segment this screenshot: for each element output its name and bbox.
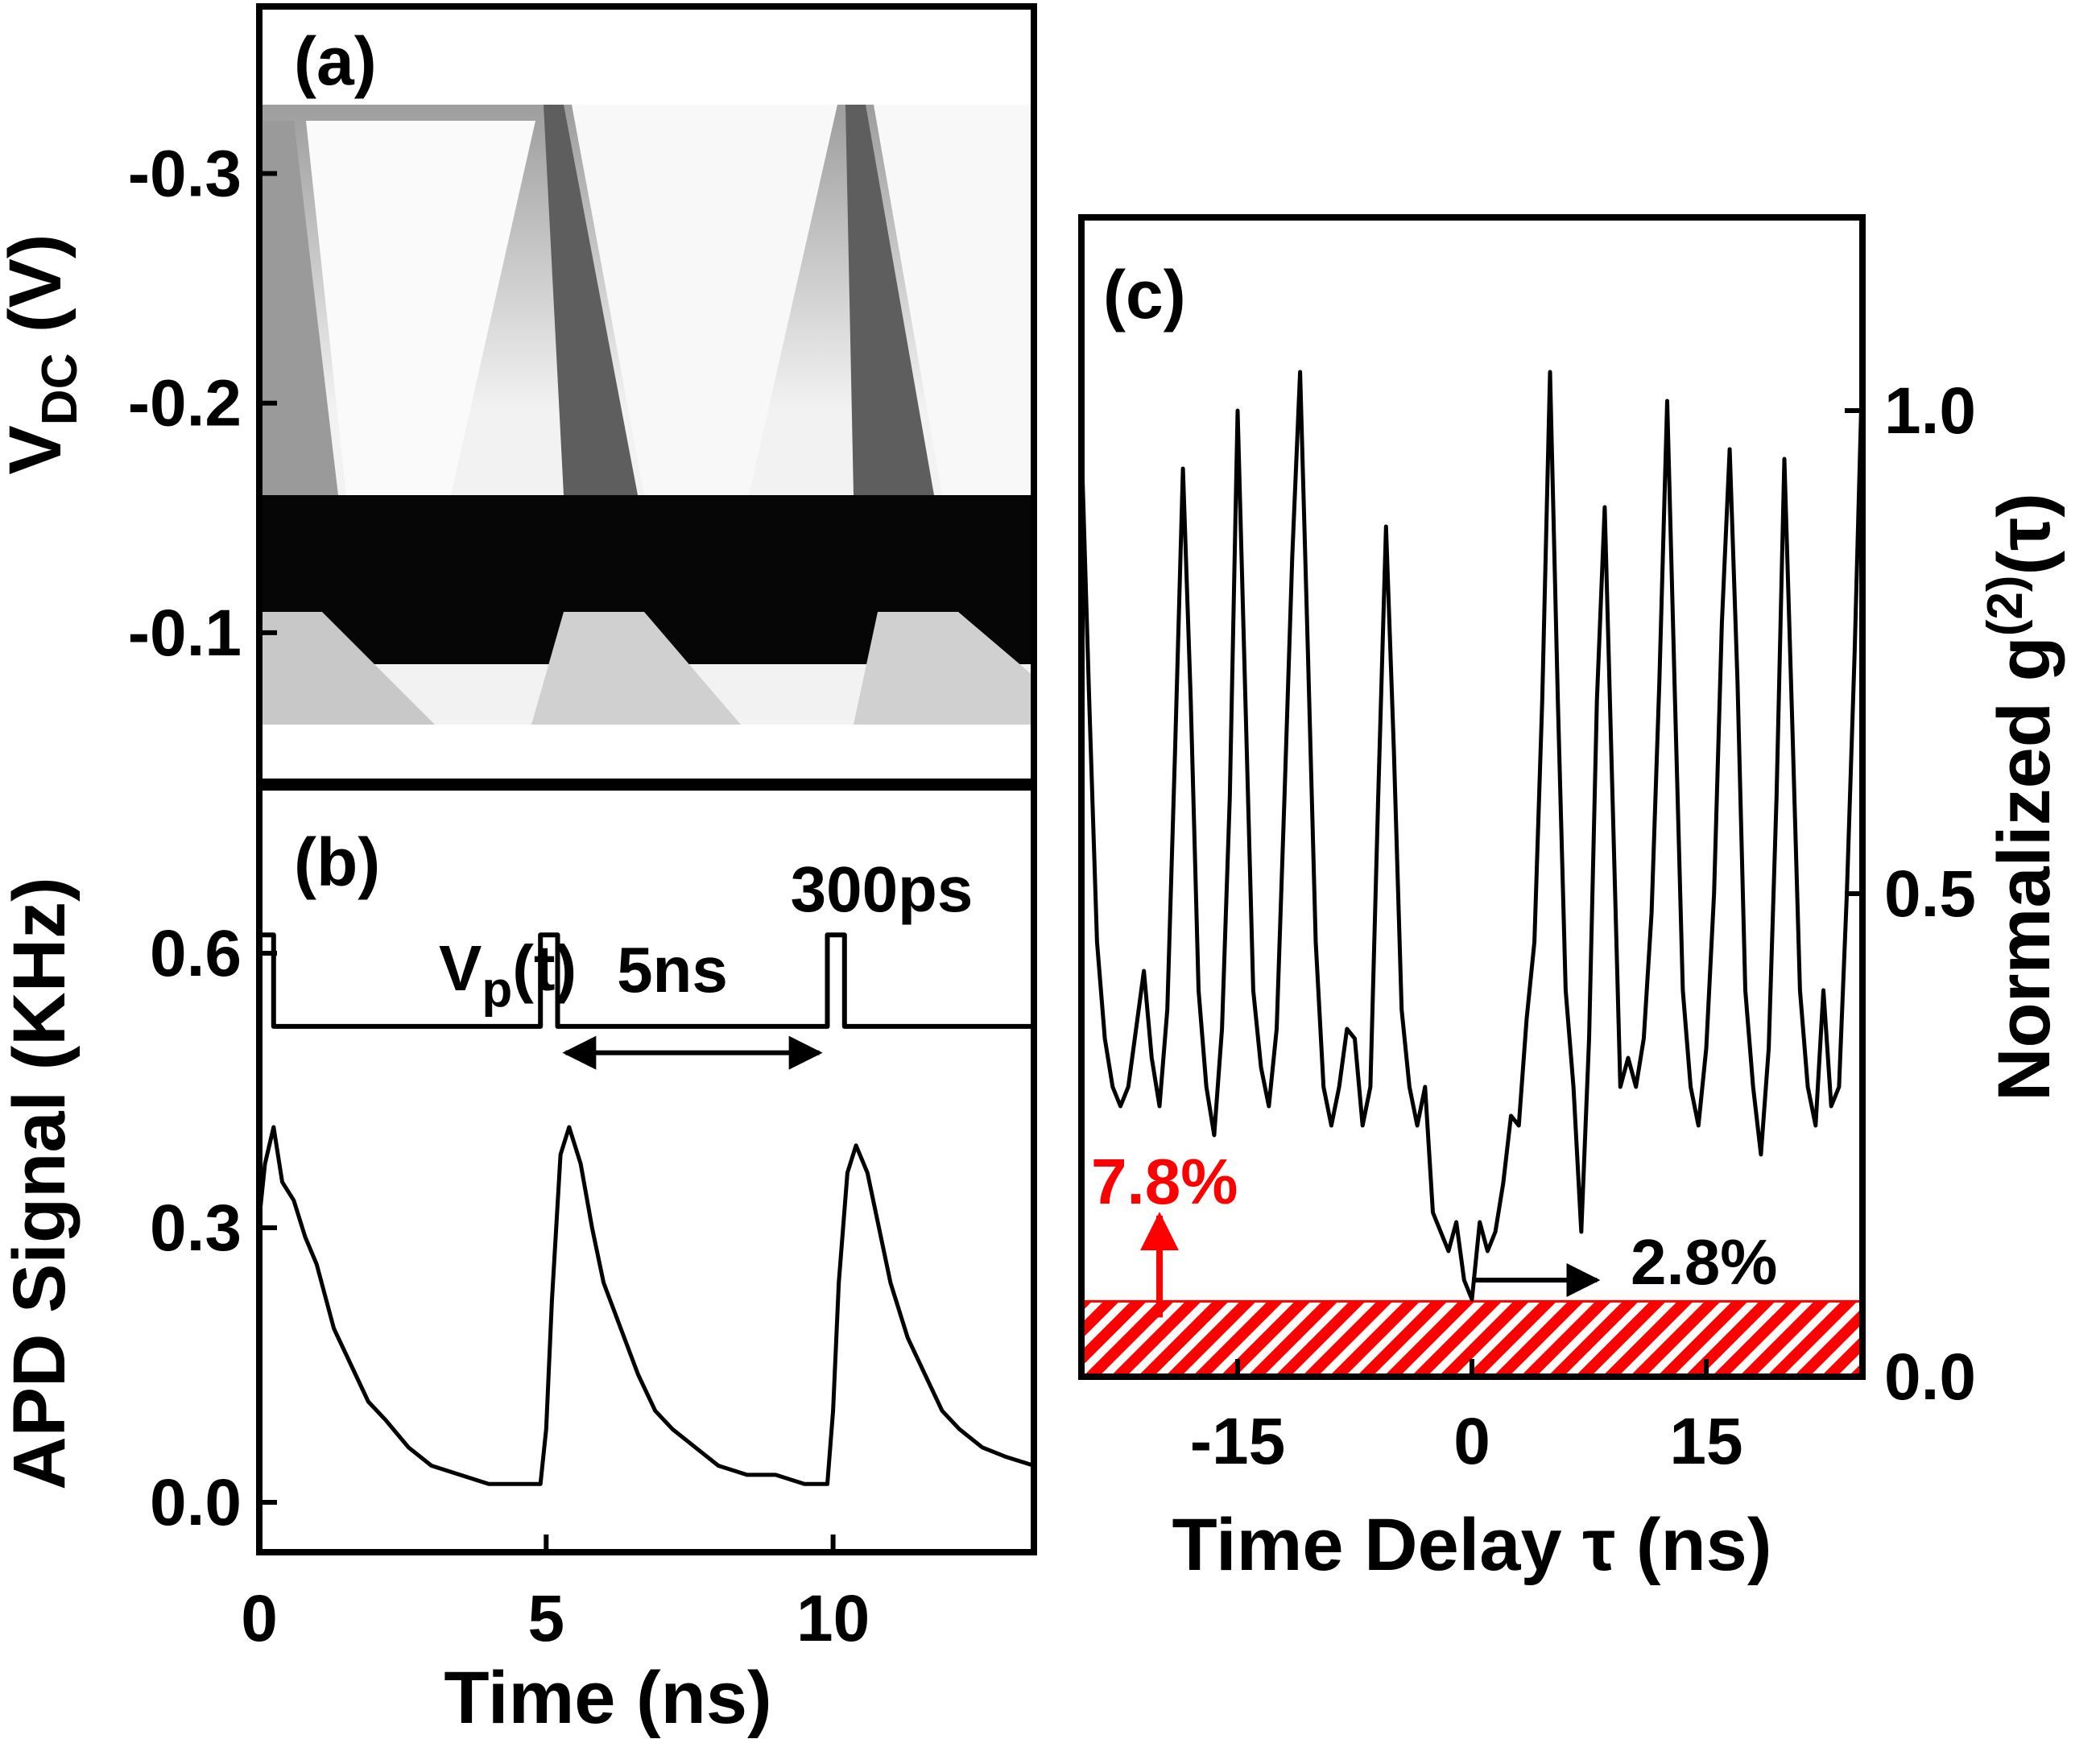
panel-a: (a) -0.3 -0.2 -0.1 VDC (V) [0, 6, 1034, 782]
panel-b-ytick-label: 0.6 [150, 917, 242, 990]
min-label: 2.8% [1631, 1226, 1777, 1298]
heatmap-bottom-blank [259, 725, 1034, 782]
pulse-label-sub: p [482, 962, 512, 1018]
panel-b: (b) 0 5 10 0.0 0.3 0.6 Vp(t) 5ns 300ps APD Si… [0, 787, 1034, 1739]
panel-a-ytick-label: -0.1 [128, 597, 242, 670]
panel-c-label: (c) [1103, 257, 1186, 333]
panel-b-ytick-label: 0.0 [150, 1466, 242, 1539]
panel-a-ylabel-main: V [0, 425, 76, 474]
panel-a-y-ticks: -0.3 -0.2 -0.1 [128, 138, 277, 670]
panel-a-ytick-label: -0.2 [128, 367, 242, 440]
panel-c-ylabel-sup: (2) [1978, 575, 2033, 636]
period-label: 5ns [617, 934, 728, 1006]
panel-b-xtick-label: 10 [796, 1582, 870, 1655]
figure: (a) -0.3-0.2-0.1 VDC (V) (b) 0 5 100.00.30… [0, 0, 2100, 1739]
panel-b-xtick-label: 5 [527, 1582, 564, 1655]
panel-c-ylabel: Normalized g(2)(τ) [1978, 493, 2065, 1101]
panel-a-ylabel: VDC (V) [0, 233, 88, 474]
panel-a-ytick-label: -0.3 [128, 138, 242, 211]
panel-c-ytick-label: 1.0 [1884, 374, 1976, 448]
panel-a-ylabel-unit: (V) [0, 233, 76, 353]
heatmap-image [259, 105, 1034, 782]
panel-c-xlabel: Time Delay τ (ns) [1172, 1504, 1772, 1586]
panel-b-ylabel: APD Signal (KHz) [0, 877, 81, 1490]
panel-c: -15 0 15 0.0 0.5 1.0 (c) 7.8% 2.8% Time Delay… [1081, 217, 2065, 1586]
panel-a-ylabel-sub: DC [32, 353, 88, 426]
panel-c-ylabel-main: Normalized g [1983, 636, 2065, 1101]
panel-c-ytick-label: 0.5 [1884, 857, 1976, 931]
panel-c-xtick-label: -15 [1190, 1405, 1286, 1478]
panel-b-xtick-label: 0 [241, 1582, 278, 1655]
panel-b-xlabel: Time (ns) [444, 1657, 771, 1739]
panel-a-label: (a) [294, 23, 377, 99]
threshold-label: 7.8% [1091, 1146, 1238, 1217]
panel-c-xtick-label: 15 [1669, 1405, 1742, 1478]
panel-c-ylabel-tail: (τ) [1983, 493, 2065, 575]
panel-b-label: (b) [294, 824, 380, 900]
panel-b-ytick-label: 0.3 [150, 1192, 242, 1265]
pulse-label-suffix: (t) [512, 932, 577, 1004]
pulse-label-main: V [439, 932, 482, 1004]
panel-c-xtick-label: 0 [1453, 1405, 1490, 1478]
width-label: 300ps [791, 853, 974, 925]
panel-c-ytick-label: 0.0 [1884, 1340, 1976, 1414]
